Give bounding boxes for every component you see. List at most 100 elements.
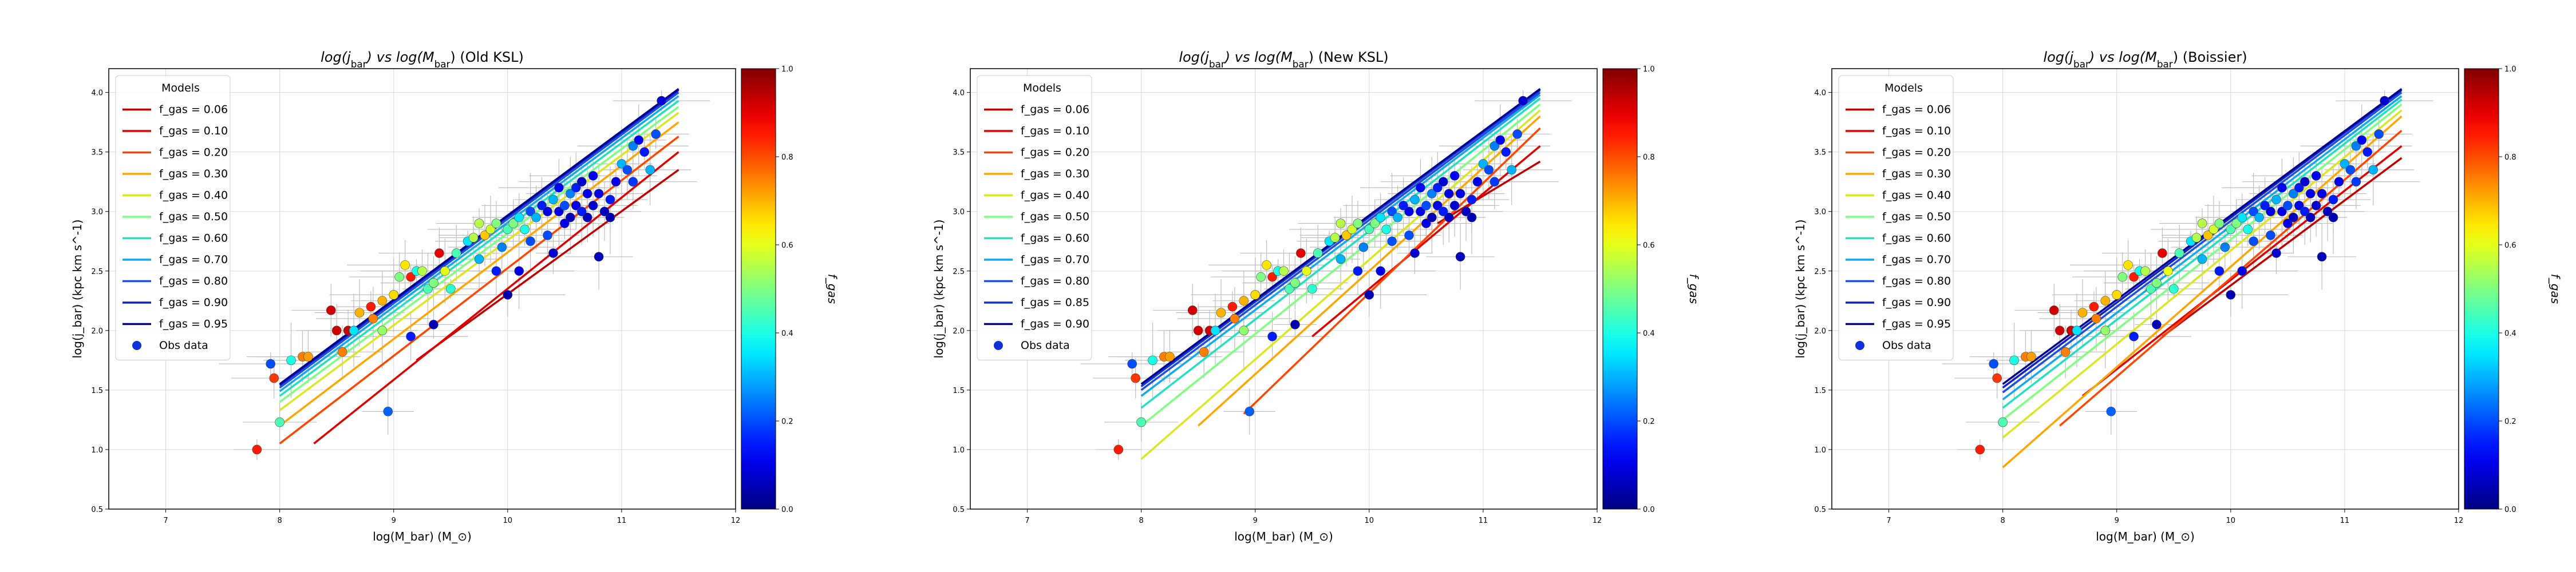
data-point xyxy=(594,252,604,262)
data-point xyxy=(2283,201,2293,210)
colorbar xyxy=(2464,68,2499,510)
y-axis-label: log(j_bar) (kpc km s^-1) xyxy=(70,220,84,359)
y-tick-label: 4.0 xyxy=(91,89,103,98)
data-point xyxy=(508,219,519,228)
data-point xyxy=(1421,201,1431,210)
data-point xyxy=(2152,320,2162,329)
legend-entry: f_gas = 0.50 xyxy=(159,210,228,223)
legend-obs-marker xyxy=(1855,341,1864,350)
data-point xyxy=(1461,206,1471,217)
data-point xyxy=(1267,272,1277,282)
data-point xyxy=(2231,219,2242,228)
data-point xyxy=(2305,189,2316,198)
y-tick-label: 2.0 xyxy=(1814,327,1826,336)
data-point xyxy=(2289,212,2298,223)
data-point xyxy=(1432,182,1443,193)
data-point xyxy=(1267,331,1277,341)
legend-entry: f_gas = 0.60 xyxy=(1882,232,1951,245)
data-point xyxy=(2100,296,2111,306)
data-point xyxy=(389,290,399,300)
data-point xyxy=(548,194,558,205)
data-point xyxy=(1416,182,1425,193)
model-line-5 xyxy=(2002,109,2403,439)
model-line-2 xyxy=(1311,145,1541,337)
legend-obs-label: Obs data xyxy=(159,339,208,352)
model-line-7 xyxy=(2002,98,2403,409)
data-point xyxy=(1307,284,1317,294)
data-point xyxy=(1484,165,1494,175)
data-point xyxy=(1250,290,1261,300)
data-point xyxy=(497,242,507,252)
data-point xyxy=(2191,233,2202,243)
y-axis-label: log(j_bar) (kpc km s^-1) xyxy=(932,220,946,359)
data-point xyxy=(1302,266,1311,276)
legend-entry: f_gas = 0.10 xyxy=(1882,125,1951,137)
data-point xyxy=(2237,212,2247,223)
title-part-sub1: bar xyxy=(2073,58,2089,70)
panel-1: 7 8 9 10 11 120.51.01.52.02.53.03.54.0log(jba… xyxy=(70,49,839,543)
legend-entry: f_gas = 0.30 xyxy=(1882,168,1951,180)
data-point xyxy=(1336,219,1346,228)
legend-title: Models xyxy=(1023,82,1061,94)
data-point xyxy=(1467,194,1477,205)
data-point xyxy=(1387,236,1397,247)
data-point xyxy=(2009,355,2019,366)
model-line-1 xyxy=(1437,160,1541,225)
legend-entry: f_gas = 0.06 xyxy=(1021,104,1089,116)
data-point xyxy=(2072,325,2082,336)
data-point xyxy=(2294,201,2304,210)
data-point xyxy=(2311,170,2321,181)
data-point xyxy=(400,260,410,270)
model-line-7 xyxy=(279,100,679,397)
legend-entry: f_gas = 0.30 xyxy=(1021,168,1089,180)
data-point xyxy=(1353,219,1363,228)
data-point xyxy=(537,201,547,210)
data-point xyxy=(1113,444,1124,455)
model-line-2 xyxy=(313,151,679,444)
y-tick-label: 2.0 xyxy=(953,327,965,336)
data-point xyxy=(2220,242,2230,252)
y-tick-label: 3.0 xyxy=(1814,208,1826,217)
data-point xyxy=(1455,189,1465,198)
data-point xyxy=(2129,272,2139,282)
data-point xyxy=(2174,248,2184,258)
data-point xyxy=(2152,278,2162,288)
data-point xyxy=(576,206,587,217)
data-point xyxy=(2357,135,2367,145)
axes-frame xyxy=(970,68,1598,510)
legend-box xyxy=(977,75,1092,360)
model-lines xyxy=(1140,88,1541,460)
chart-title: log(jbar) vs log(Mbar) (Boissier) xyxy=(2043,49,2247,70)
data-point xyxy=(2317,189,2327,198)
x-tick-label: 12 xyxy=(731,517,741,525)
obs-points xyxy=(252,96,666,455)
data-point xyxy=(354,308,365,317)
data-point xyxy=(2129,331,2139,341)
data-point xyxy=(2260,201,2270,210)
legend-title: Models xyxy=(1884,82,1923,94)
y-tick-label: 0.5 xyxy=(91,506,103,514)
data-point xyxy=(2289,189,2298,198)
data-point xyxy=(468,233,479,243)
colorbar-label: f_gas xyxy=(825,274,839,304)
data-point xyxy=(2091,313,2101,324)
data-point xyxy=(1449,170,1460,181)
data-point xyxy=(2277,182,2287,193)
y-tick-label: 1.0 xyxy=(953,446,965,455)
data-point xyxy=(1472,177,1483,187)
legend-entry: f_gas = 0.60 xyxy=(1021,232,1089,245)
x-tick-label: 12 xyxy=(1593,517,1602,525)
x-axis-label: log(M_bar) (M_⊙) xyxy=(1234,530,1333,543)
title-part-post: ) (Boissier) xyxy=(2173,49,2247,65)
legend-entry: f_gas = 0.90 xyxy=(1021,318,1089,331)
x-tick-label: 8 xyxy=(2000,517,2005,525)
data-point xyxy=(2197,219,2207,228)
data-point xyxy=(2266,231,2275,240)
data-point xyxy=(2146,284,2156,294)
legend-box xyxy=(1838,75,1954,360)
model-line-8 xyxy=(2002,95,2403,400)
data-point xyxy=(368,313,378,324)
title-part-pre: log(j xyxy=(2043,49,2073,65)
data-point xyxy=(1187,305,1198,315)
legend-entry: f_gas = 0.90 xyxy=(159,296,228,309)
